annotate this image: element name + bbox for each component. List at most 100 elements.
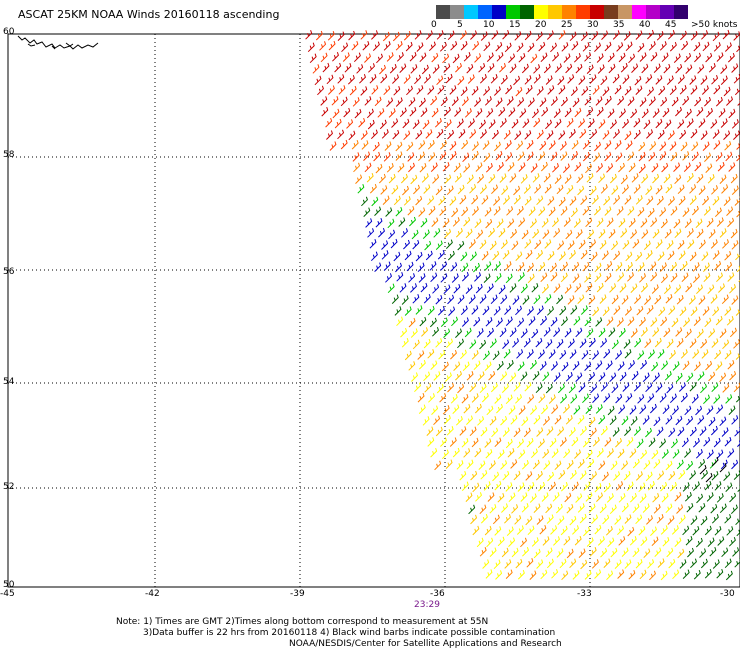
wind-barb <box>559 141 567 151</box>
wind-barb <box>701 469 708 480</box>
legend-label: 25 <box>561 20 573 30</box>
wind-barb <box>457 294 465 305</box>
wind-barb <box>602 514 610 525</box>
wind-barb <box>445 239 453 249</box>
wind-barb <box>528 316 536 326</box>
wind-barb <box>586 107 594 117</box>
wind-barb <box>731 295 739 305</box>
wind-barb <box>600 338 607 348</box>
wind-barb <box>629 492 637 503</box>
wind-barb <box>553 536 560 546</box>
wind-barb <box>733 382 740 393</box>
wind-barb <box>660 525 668 535</box>
wind-barb <box>470 30 477 40</box>
wind-barb <box>414 30 422 40</box>
wind-barb <box>453 283 461 294</box>
wind-barb <box>644 338 652 349</box>
wind-barb <box>691 394 699 404</box>
wind-barb <box>425 250 433 261</box>
wind-barb <box>514 515 522 525</box>
wind-barb <box>480 513 488 524</box>
wind-barb <box>582 205 590 216</box>
wind-barb <box>503 130 511 140</box>
wind-barb <box>725 482 733 492</box>
wind-barb <box>598 327 606 338</box>
wind-barb <box>478 119 486 130</box>
wind-barb <box>682 151 690 161</box>
wind-barb <box>474 403 482 414</box>
wind-barb <box>623 470 631 481</box>
wind-barb <box>433 415 441 426</box>
wind-barb <box>543 172 551 183</box>
wind-barb <box>529 493 537 503</box>
wind-barb <box>462 152 470 163</box>
wind-barb <box>506 206 514 216</box>
wind-barb <box>480 470 488 480</box>
wind-barb <box>569 470 577 480</box>
wind-barb <box>443 415 451 425</box>
wind-barb <box>698 502 706 513</box>
wind-barb <box>435 294 443 305</box>
wind-barb <box>588 295 596 305</box>
wind-barb <box>482 350 490 361</box>
wind-barb <box>596 53 604 63</box>
wind-barb <box>386 163 394 173</box>
wind-barb <box>502 250 510 260</box>
wind-barb <box>500 460 508 470</box>
wind-barb <box>340 139 348 150</box>
wind-barb <box>548 140 556 150</box>
map-title: ASCAT 25KM NOAA Winds 20160118 ascending <box>18 8 280 21</box>
wind-barb <box>408 317 416 328</box>
wind-barb <box>630 283 638 293</box>
wind-barb <box>327 31 335 41</box>
wind-barb <box>682 207 690 217</box>
wind-barb <box>690 31 698 41</box>
wind-barb <box>671 405 679 416</box>
wind-barb <box>686 228 694 238</box>
wind-barb <box>484 207 492 217</box>
wind-barb <box>517 482 525 492</box>
wind-barb <box>369 239 377 249</box>
wind-barb <box>678 195 686 206</box>
wind-barb <box>724 558 732 569</box>
wind-barb <box>710 425 718 436</box>
wind-barb <box>372 141 380 152</box>
wind-barb <box>560 96 568 107</box>
wind-barb <box>621 295 629 305</box>
wind-barb <box>363 207 371 217</box>
wind-barb <box>696 173 704 184</box>
wind-barb <box>423 74 431 84</box>
wind-barb <box>521 229 529 240</box>
wind-barb <box>700 338 708 349</box>
wind-barb <box>723 196 731 206</box>
wind-barb <box>403 74 411 84</box>
wind-barb <box>418 404 426 414</box>
wind-barb <box>479 184 487 194</box>
wind-barb <box>616 42 624 52</box>
wind-barb <box>408 361 416 371</box>
wind-barb <box>415 305 423 315</box>
wind-barb <box>513 427 521 438</box>
wind-barb <box>595 96 603 106</box>
wind-barb <box>309 53 317 64</box>
wind-barb <box>436 30 444 40</box>
wind-barb <box>611 383 619 394</box>
wind-barb <box>524 75 532 85</box>
wind-barb <box>477 173 484 184</box>
wind-barb <box>459 30 467 40</box>
wind-barb <box>493 86 501 96</box>
wind-barb <box>400 173 408 184</box>
wind-barb <box>733 74 740 84</box>
wind-barb <box>557 383 565 394</box>
wind-barb <box>622 382 630 392</box>
wind-barb <box>730 173 738 184</box>
wind-barb <box>367 119 375 130</box>
wind-barb <box>489 547 497 557</box>
wind-barb <box>493 141 501 152</box>
wind-barb <box>492 514 500 525</box>
wind-barb <box>720 459 728 470</box>
wind-barb <box>730 228 738 239</box>
wind-barb <box>427 85 435 95</box>
wind-barb <box>487 492 495 502</box>
wind-barb <box>430 272 438 283</box>
